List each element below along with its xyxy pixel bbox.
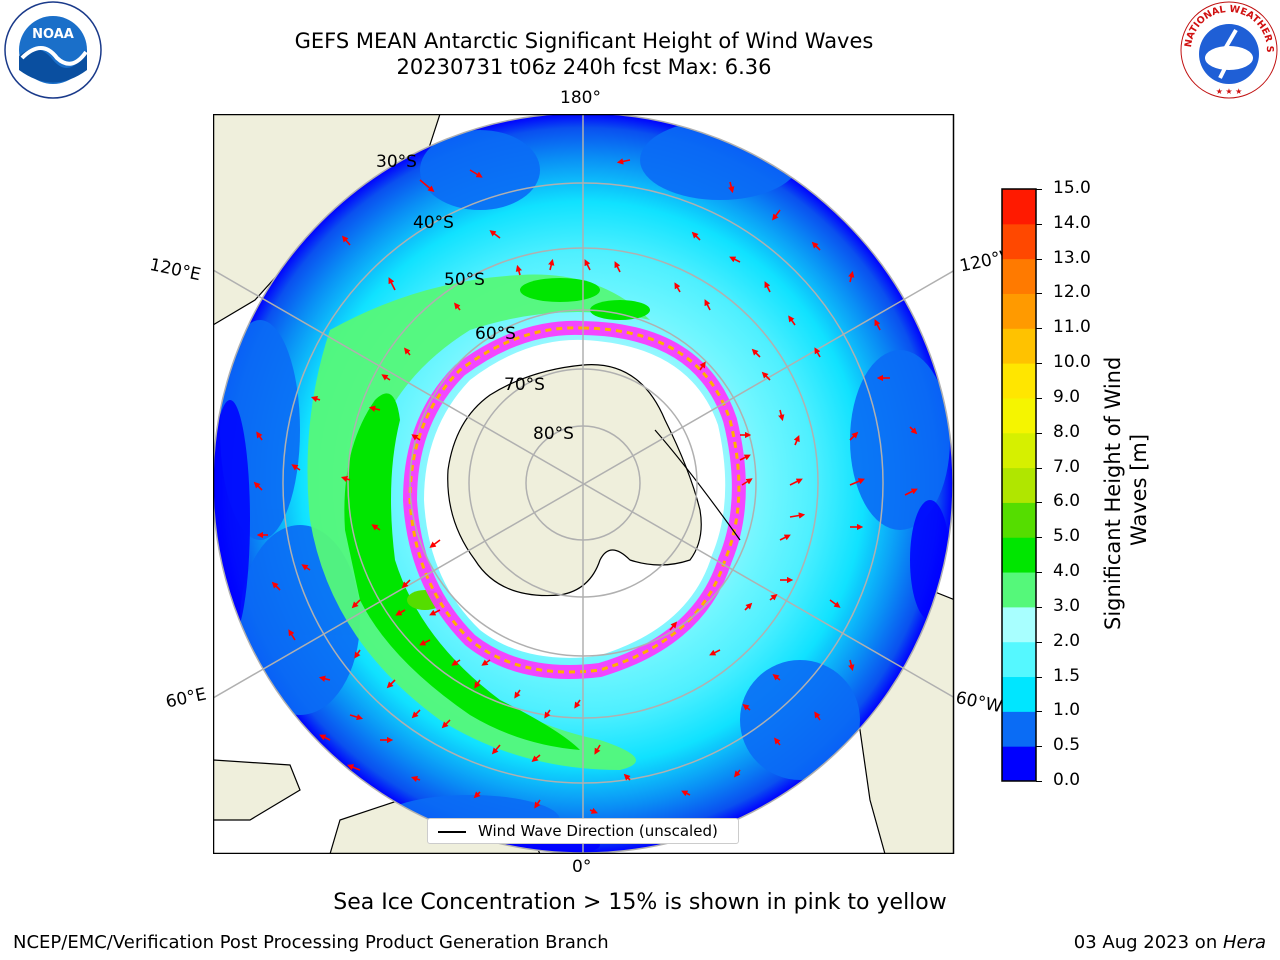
- footer-branch: NCEP/EMC/Verification Post Processing Pr…: [13, 932, 609, 953]
- colorbar-tick-mark: [1036, 746, 1042, 748]
- colorbar-tick-label: 13.0: [1053, 247, 1091, 268]
- colorbar-tick-mark: [1036, 432, 1042, 434]
- colorbar-tick-label: 3.0: [1053, 595, 1081, 616]
- colorbar-tick-label: 1.5: [1053, 665, 1081, 686]
- colorbar-tick-label: 9.0: [1053, 386, 1081, 407]
- lat-label-40s: 40°S: [413, 213, 454, 233]
- lon-label-120e: 120°E: [147, 255, 203, 286]
- colorbar-tick-label: 0.0: [1053, 770, 1081, 790]
- map-legend: Wind Wave Direction (unscaled): [427, 818, 739, 844]
- colorbar-tick-mark: [1036, 676, 1042, 678]
- colorbar-segment: [1002, 397, 1036, 434]
- colorbar-segment: [1002, 606, 1036, 643]
- colorbar-title: Significant Height of Wind Waves [m]: [1101, 350, 1151, 630]
- colorbar-tick-mark: [1036, 189, 1042, 190]
- chart-subtitle: 20230731 t06z 240h fcst Max: 6.36: [396, 55, 772, 79]
- colorbar-tick-label: 12.0: [1053, 282, 1091, 303]
- colorbar-tick-mark: [1036, 781, 1042, 782]
- colorbar-tick-mark: [1036, 606, 1042, 608]
- colorbar-segment: [1002, 641, 1036, 678]
- colorbar-segment: [1002, 502, 1036, 538]
- lat-label-50s: 50°S: [444, 270, 485, 290]
- lat-label-80s: 80°S: [533, 424, 574, 444]
- colorbar-tick-mark: [1036, 502, 1042, 504]
- colorbar-tick-label: 8.0: [1053, 421, 1081, 442]
- colorbar-tick-mark: [1036, 293, 1042, 295]
- wave-height-field: [213, 114, 953, 853]
- sea-ice-note: Sea Ice Concentration > 15% is shown in …: [333, 890, 947, 915]
- lat-label-30s: 30°S: [376, 152, 417, 172]
- colorbar-tick-label: 11.0: [1053, 317, 1091, 338]
- wave-direction-arrows: [253, 158, 918, 814]
- colorbar-segment: [1002, 432, 1036, 469]
- colorbar-segment: [1002, 467, 1036, 503]
- colorbar-segment: [1002, 572, 1036, 608]
- map-panel: [213, 114, 955, 854]
- legend-label: Wind Wave Direction (unscaled): [478, 822, 718, 840]
- colorbar-tick-label: 15.0: [1053, 178, 1091, 198]
- lat-label-60s: 60°S: [475, 324, 516, 344]
- colorbar-segment: [1002, 223, 1036, 260]
- colorbar-tick-mark: [1036, 223, 1042, 225]
- lon-label-0: 0°: [572, 857, 592, 877]
- colorbar-tick-mark: [1036, 363, 1042, 365]
- colorbar-tick-mark: [1036, 328, 1042, 330]
- colorbar-segment: [1002, 328, 1036, 364]
- colorbar-segment: [1002, 711, 1036, 747]
- colorbar-segment: [1002, 676, 1036, 712]
- lat-label-70s: 70°S: [504, 375, 545, 395]
- colorbar-tick-mark: [1036, 397, 1042, 399]
- svg-text:★ ★ ★: ★ ★ ★: [1216, 87, 1243, 96]
- colorbar-title-line1: Significant Height of Wind: [1101, 357, 1125, 630]
- colorbar-segment: [1002, 293, 1036, 329]
- colorbar-tick-mark: [1036, 641, 1042, 643]
- colorbar-tick-mark: [1036, 537, 1042, 539]
- colorbar-tick-label: 7.0: [1053, 456, 1081, 477]
- colorbar-tick-label: 14.0: [1053, 212, 1091, 233]
- nws-logo: NATIONAL WEATHER SERVICE ★ ★ ★: [1178, 0, 1278, 99]
- colorbar-tick-label: 5.0: [1053, 526, 1081, 547]
- footer-machine: Hera: [1222, 932, 1266, 953]
- colorbar-tick-mark: [1036, 711, 1042, 713]
- lon-label-60e: 60°E: [164, 684, 209, 713]
- colorbar-segment: [1002, 746, 1036, 782]
- colorbar-tick-label: 0.5: [1053, 735, 1081, 756]
- colorbar-tick-label: 4.0: [1053, 561, 1081, 582]
- colorbar-segment: [1002, 363, 1036, 399]
- colorbar-segment: [1002, 537, 1036, 573]
- lon-label-180: 180°: [560, 88, 601, 108]
- colorbar-tick-mark: [1036, 467, 1042, 469]
- colorbar-title-line2: Waves [m]: [1127, 434, 1151, 546]
- legend-line-sample: [438, 831, 466, 833]
- colorbar-tick-label: 6.0: [1053, 491, 1081, 512]
- noaa-logo: NOAA: [4, 1, 102, 99]
- colorbar-segment: [1002, 189, 1036, 225]
- colorbar-tick-mark: [1036, 572, 1042, 574]
- colorbar-tick-label: 2.0: [1053, 630, 1081, 651]
- colorbar: [1001, 188, 1037, 782]
- svg-text:Significant Height of Wind: Significant Height of Wind Waves [m]: [1101, 350, 1151, 630]
- svg-text:NOAA: NOAA: [32, 27, 74, 42]
- colorbar-tick-label: 1.0: [1053, 700, 1081, 721]
- colorbar-tick-label: 10.0: [1053, 352, 1091, 373]
- colorbar-segment: [1002, 258, 1036, 294]
- footer-date: 03 Aug 2023 on Hera: [1073, 932, 1266, 953]
- meridian-lines: [213, 114, 954, 854]
- chart-title: GEFS MEAN Antarctic Significant Height o…: [294, 29, 874, 53]
- lon-label-60w: 60°W: [953, 688, 1004, 718]
- colorbar-tick-mark: [1036, 258, 1042, 260]
